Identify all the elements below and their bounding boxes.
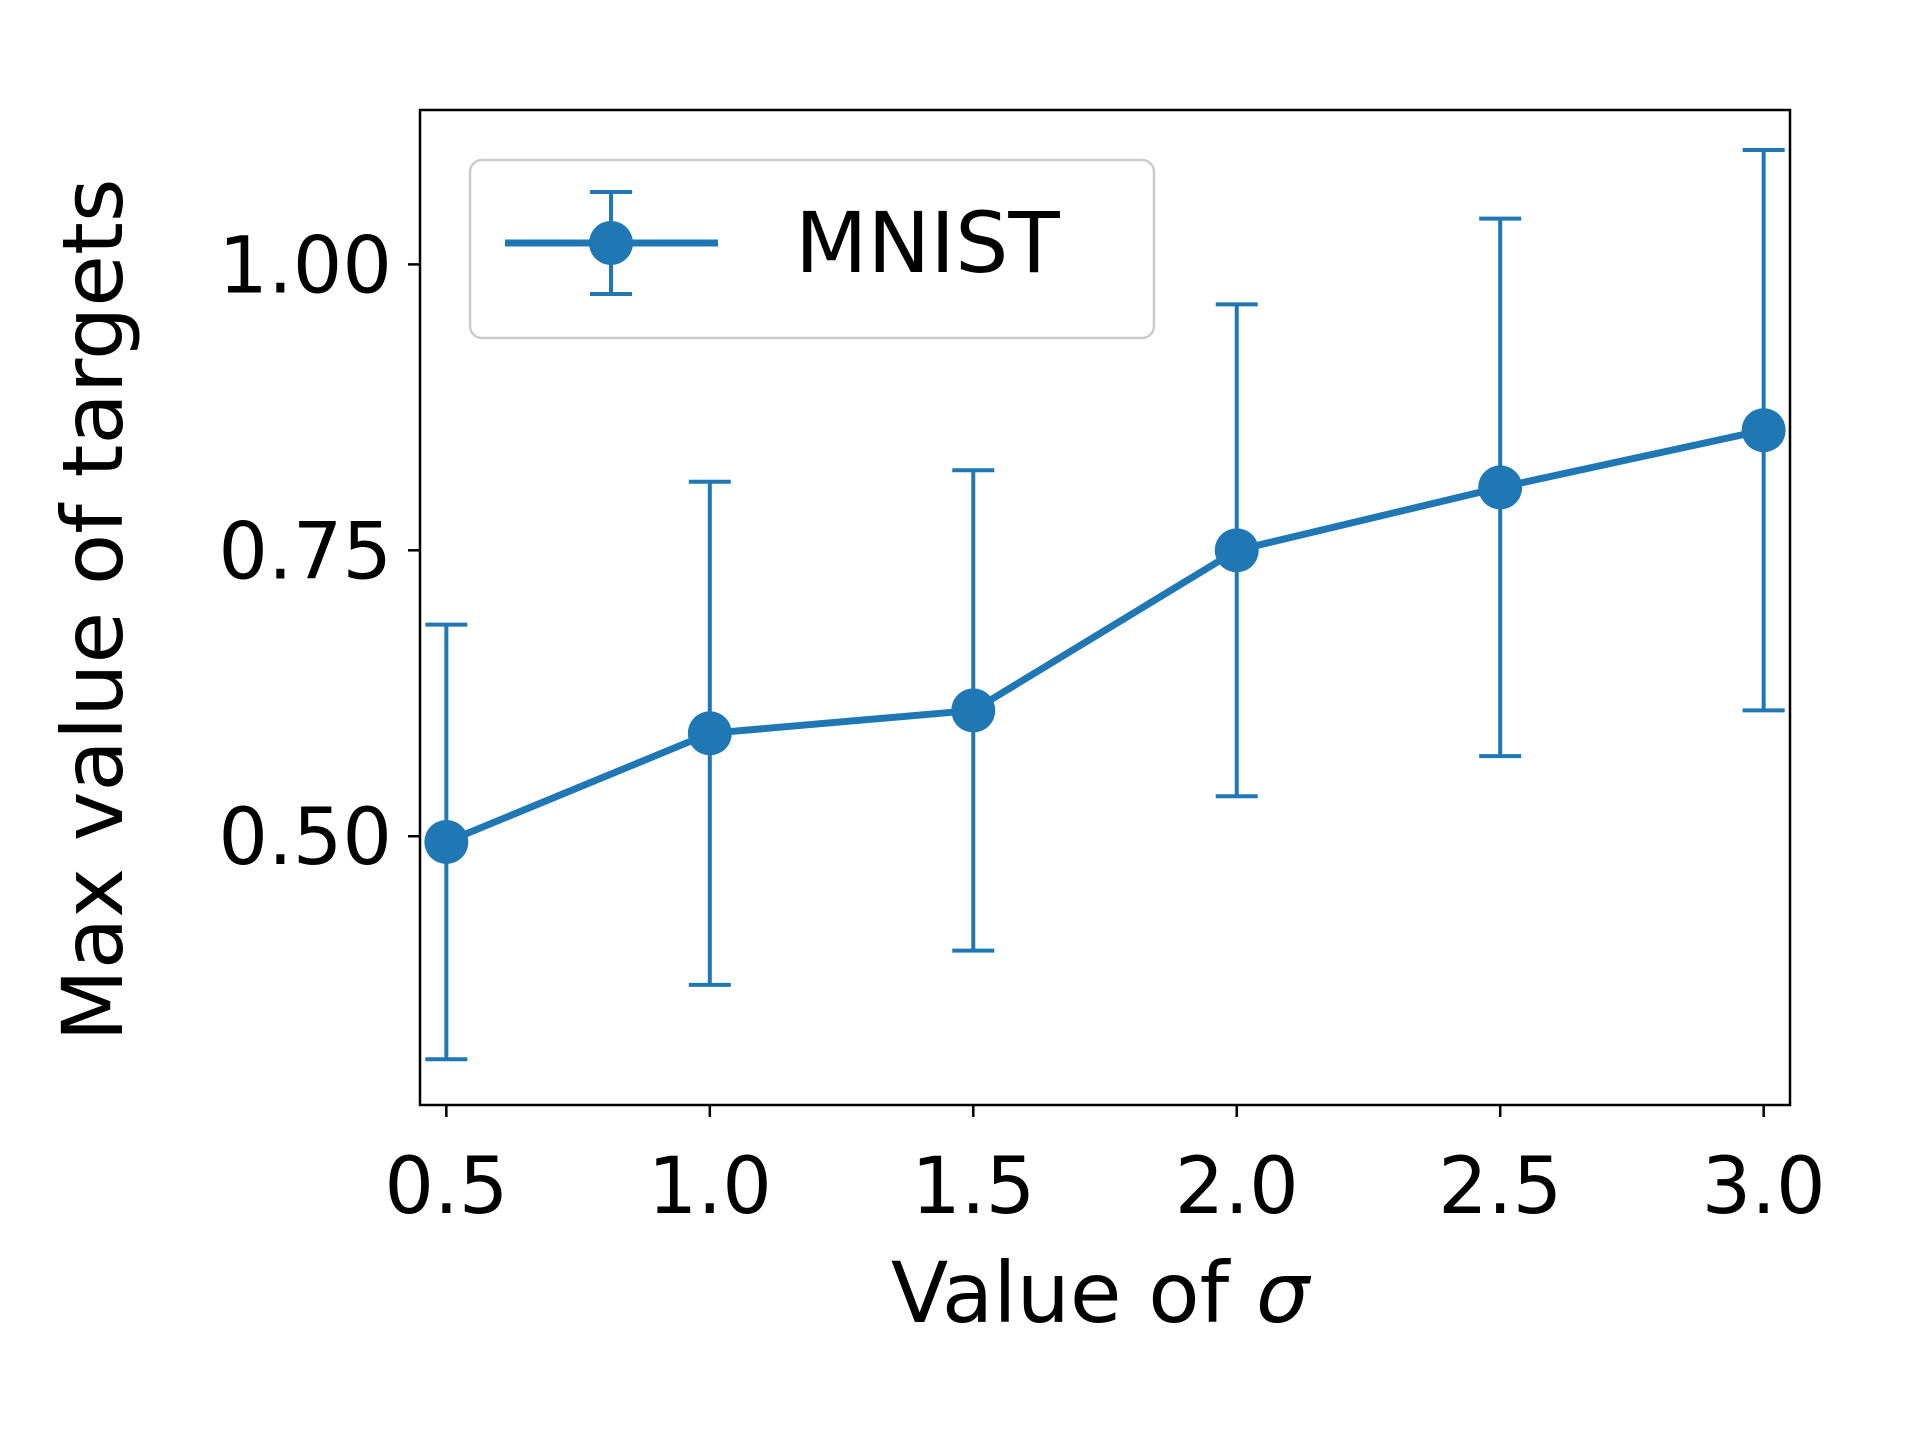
x-axis-label-text: Value of [891,1244,1256,1342]
y-tick-label: 0.50 [218,793,392,883]
legend-marker-sample [589,221,633,265]
series-line-group [445,426,1765,846]
data-markers [424,408,1786,864]
data-point [1741,408,1786,453]
data-point [424,819,469,864]
x-tick-label: 1.0 [648,1142,772,1232]
legend-label-mnist: MNIST [795,194,1060,292]
y-axis-label: Max value of targets [44,178,142,1041]
series-line [445,426,1765,846]
data-point [687,711,732,756]
data-point [951,688,996,733]
x-tick-label: 2.5 [1438,1142,1562,1232]
legend-box [468,158,1156,340]
x-tick-label: 2.0 [1175,1142,1299,1232]
legend: MNIST [468,158,1156,340]
x-axis-label-symbol: σ [1256,1244,1312,1342]
plot-area-frame [418,108,1792,1107]
data-point [1214,528,1259,573]
y-tick-label: 1.00 [218,221,392,311]
x-axis-label: Value of σ [891,1244,1312,1342]
x-tick-label: 0.5 [384,1142,508,1232]
data-point [1478,465,1523,510]
y-axis-ticks: 0.50 0.75 1.00 [218,221,420,883]
y-tick-label: 0.75 [218,507,392,597]
x-tick-label: 1.5 [911,1142,1035,1232]
x-tick-label: 3.0 [1702,1142,1826,1232]
x-axis-ticks: 0.5 1.0 1.5 2.0 2.5 3.0 [384,1105,1826,1232]
